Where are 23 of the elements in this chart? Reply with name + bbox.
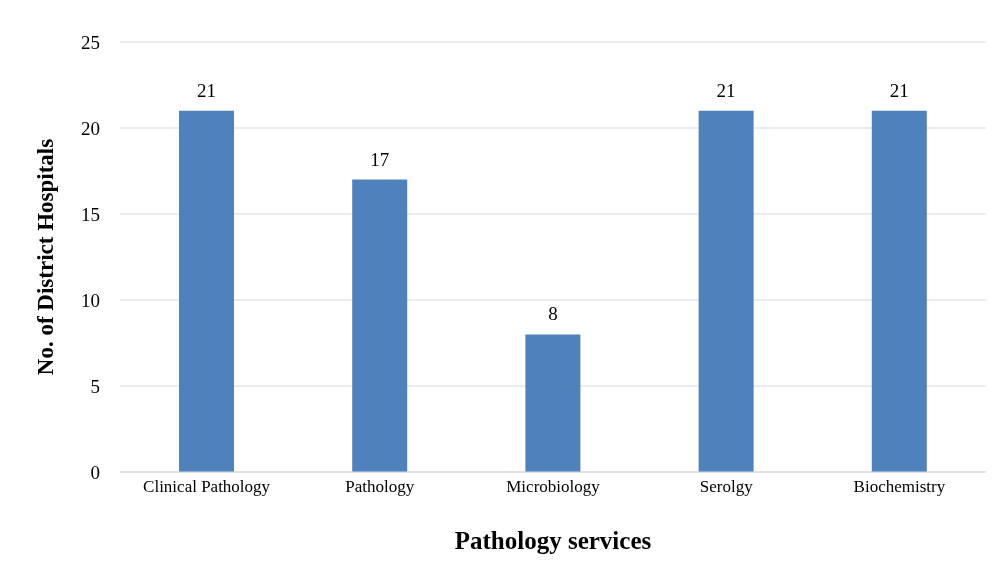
data-label: 17 [370, 148, 390, 170]
bar [179, 110, 234, 472]
bar [525, 334, 581, 472]
y-tick-label: 10 [81, 289, 100, 311]
x-tick-label: Serolgy [699, 477, 754, 497]
bar [698, 110, 754, 472]
x-tick-label: Microbiology [506, 477, 601, 497]
x-tick-label: Pathology [345, 477, 415, 497]
bar [871, 110, 927, 472]
y-tick-label: 0 [90, 461, 100, 483]
data-label: 21 [197, 79, 216, 101]
y-axis-title: No. of District Hospitals [33, 138, 59, 376]
x-tick-label: Clinical Pathology [143, 477, 271, 497]
bar [352, 179, 408, 472]
y-tick-label: 5 [90, 375, 100, 397]
data-label: 21 [889, 79, 909, 101]
x-tick-label: Biochemistry [853, 477, 946, 497]
y-tick-label: 20 [81, 117, 100, 139]
data-label: 21 [716, 79, 736, 101]
data-label: 8 [548, 303, 558, 325]
y-tick-label: 15 [81, 203, 100, 225]
x-axis-title: Pathology services [454, 527, 652, 554]
y-tick-label: 25 [81, 31, 100, 53]
